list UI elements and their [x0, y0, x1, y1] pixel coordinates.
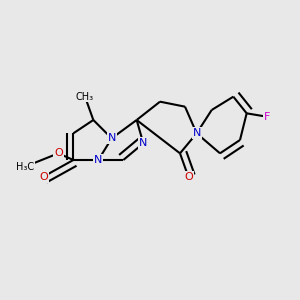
Text: F: F	[263, 112, 270, 122]
Text: N: N	[94, 155, 103, 165]
Text: CH₃: CH₃	[76, 92, 94, 102]
Text: H₃C: H₃C	[16, 162, 34, 172]
Text: O: O	[54, 148, 63, 158]
Text: N: N	[107, 133, 116, 143]
Text: N: N	[193, 128, 201, 138]
Text: O: O	[39, 172, 48, 182]
Text: N: N	[139, 138, 148, 148]
Text: O: O	[184, 172, 193, 182]
